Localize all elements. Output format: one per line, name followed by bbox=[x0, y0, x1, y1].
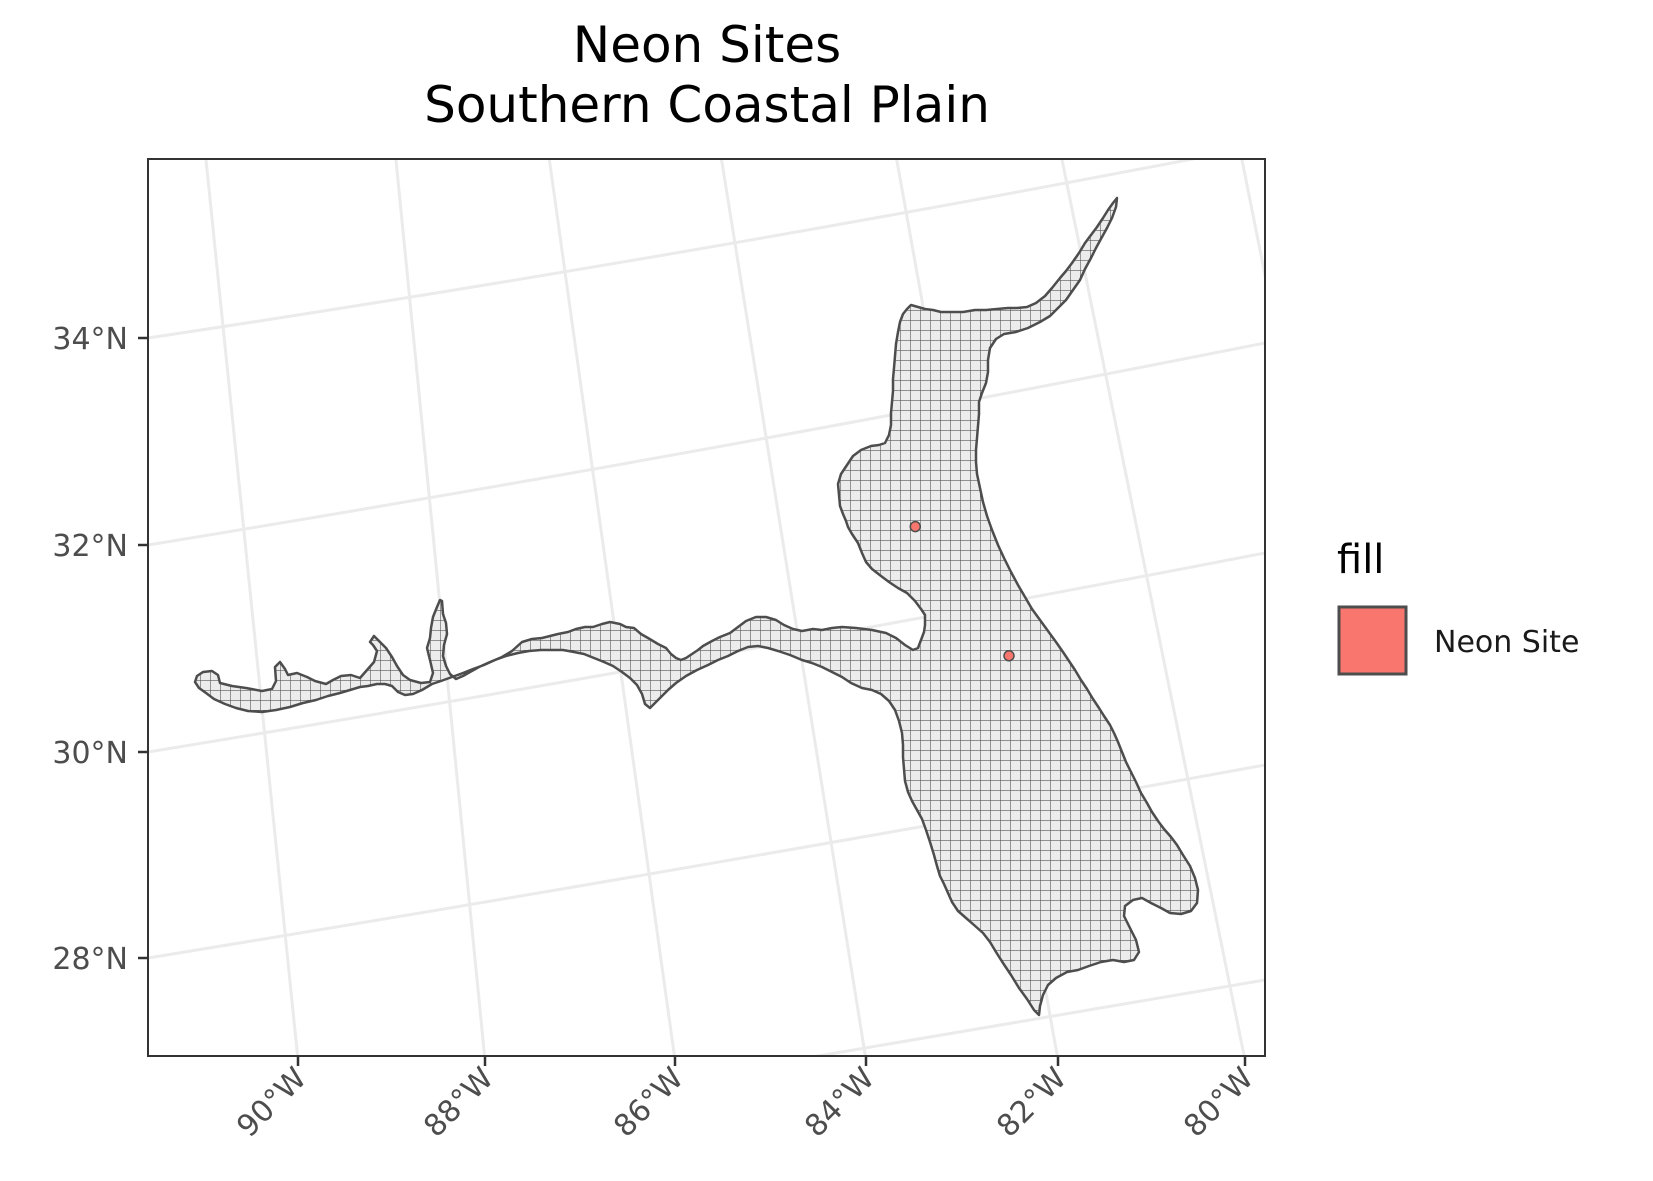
legend-label-neon-site: Neon Site bbox=[1434, 625, 1579, 660]
lat-label-34: 34°N bbox=[52, 322, 128, 357]
graticule-lon-90 bbox=[204, 159, 300, 1056]
neon-site-point-1 bbox=[909, 520, 922, 533]
lon-label-88: 88°W bbox=[417, 1061, 500, 1144]
southern-coastal-plain-region bbox=[193, 196, 1200, 1017]
neon-site-point-2 bbox=[1003, 650, 1015, 662]
graticule-lon-80b bbox=[1240, 159, 1265, 283]
legend-title: fill bbox=[1337, 537, 1384, 583]
graticule-lon-86 bbox=[547, 159, 676, 1056]
map-panel-border bbox=[147, 158, 1266, 1057]
graticule-lon-84 bbox=[719, 159, 867, 1056]
lon-label-80: 80°W bbox=[1177, 1061, 1260, 1144]
neon-site-points bbox=[909, 520, 1015, 662]
legend: fill Neon Site bbox=[1337, 537, 1579, 676]
graticule-lat-34 bbox=[148, 159, 1201, 340]
lon-label-90: 90°W bbox=[230, 1061, 313, 1144]
lon-label-82: 82°W bbox=[990, 1061, 1073, 1144]
graticule-lon-80 bbox=[1060, 159, 1246, 1056]
map-title-line2: Southern Coastal Plain bbox=[424, 76, 990, 134]
graticule-lat-32 bbox=[148, 341, 1265, 547]
region-shape bbox=[193, 196, 1200, 1017]
lon-label-86: 86°W bbox=[607, 1061, 690, 1144]
lon-label-84: 84°W bbox=[798, 1061, 881, 1144]
lat-label-28: 28°N bbox=[52, 942, 128, 977]
legend-key-neon-site bbox=[1337, 605, 1408, 676]
map-title-line1: Neon Sites bbox=[573, 16, 841, 74]
lat-label-30: 30°N bbox=[52, 736, 128, 771]
lat-axis bbox=[138, 336, 148, 960]
lat-label-32: 32°N bbox=[52, 529, 128, 564]
graticule-lat-26 bbox=[806, 978, 1265, 1056]
lon-axis bbox=[296, 1056, 1247, 1066]
